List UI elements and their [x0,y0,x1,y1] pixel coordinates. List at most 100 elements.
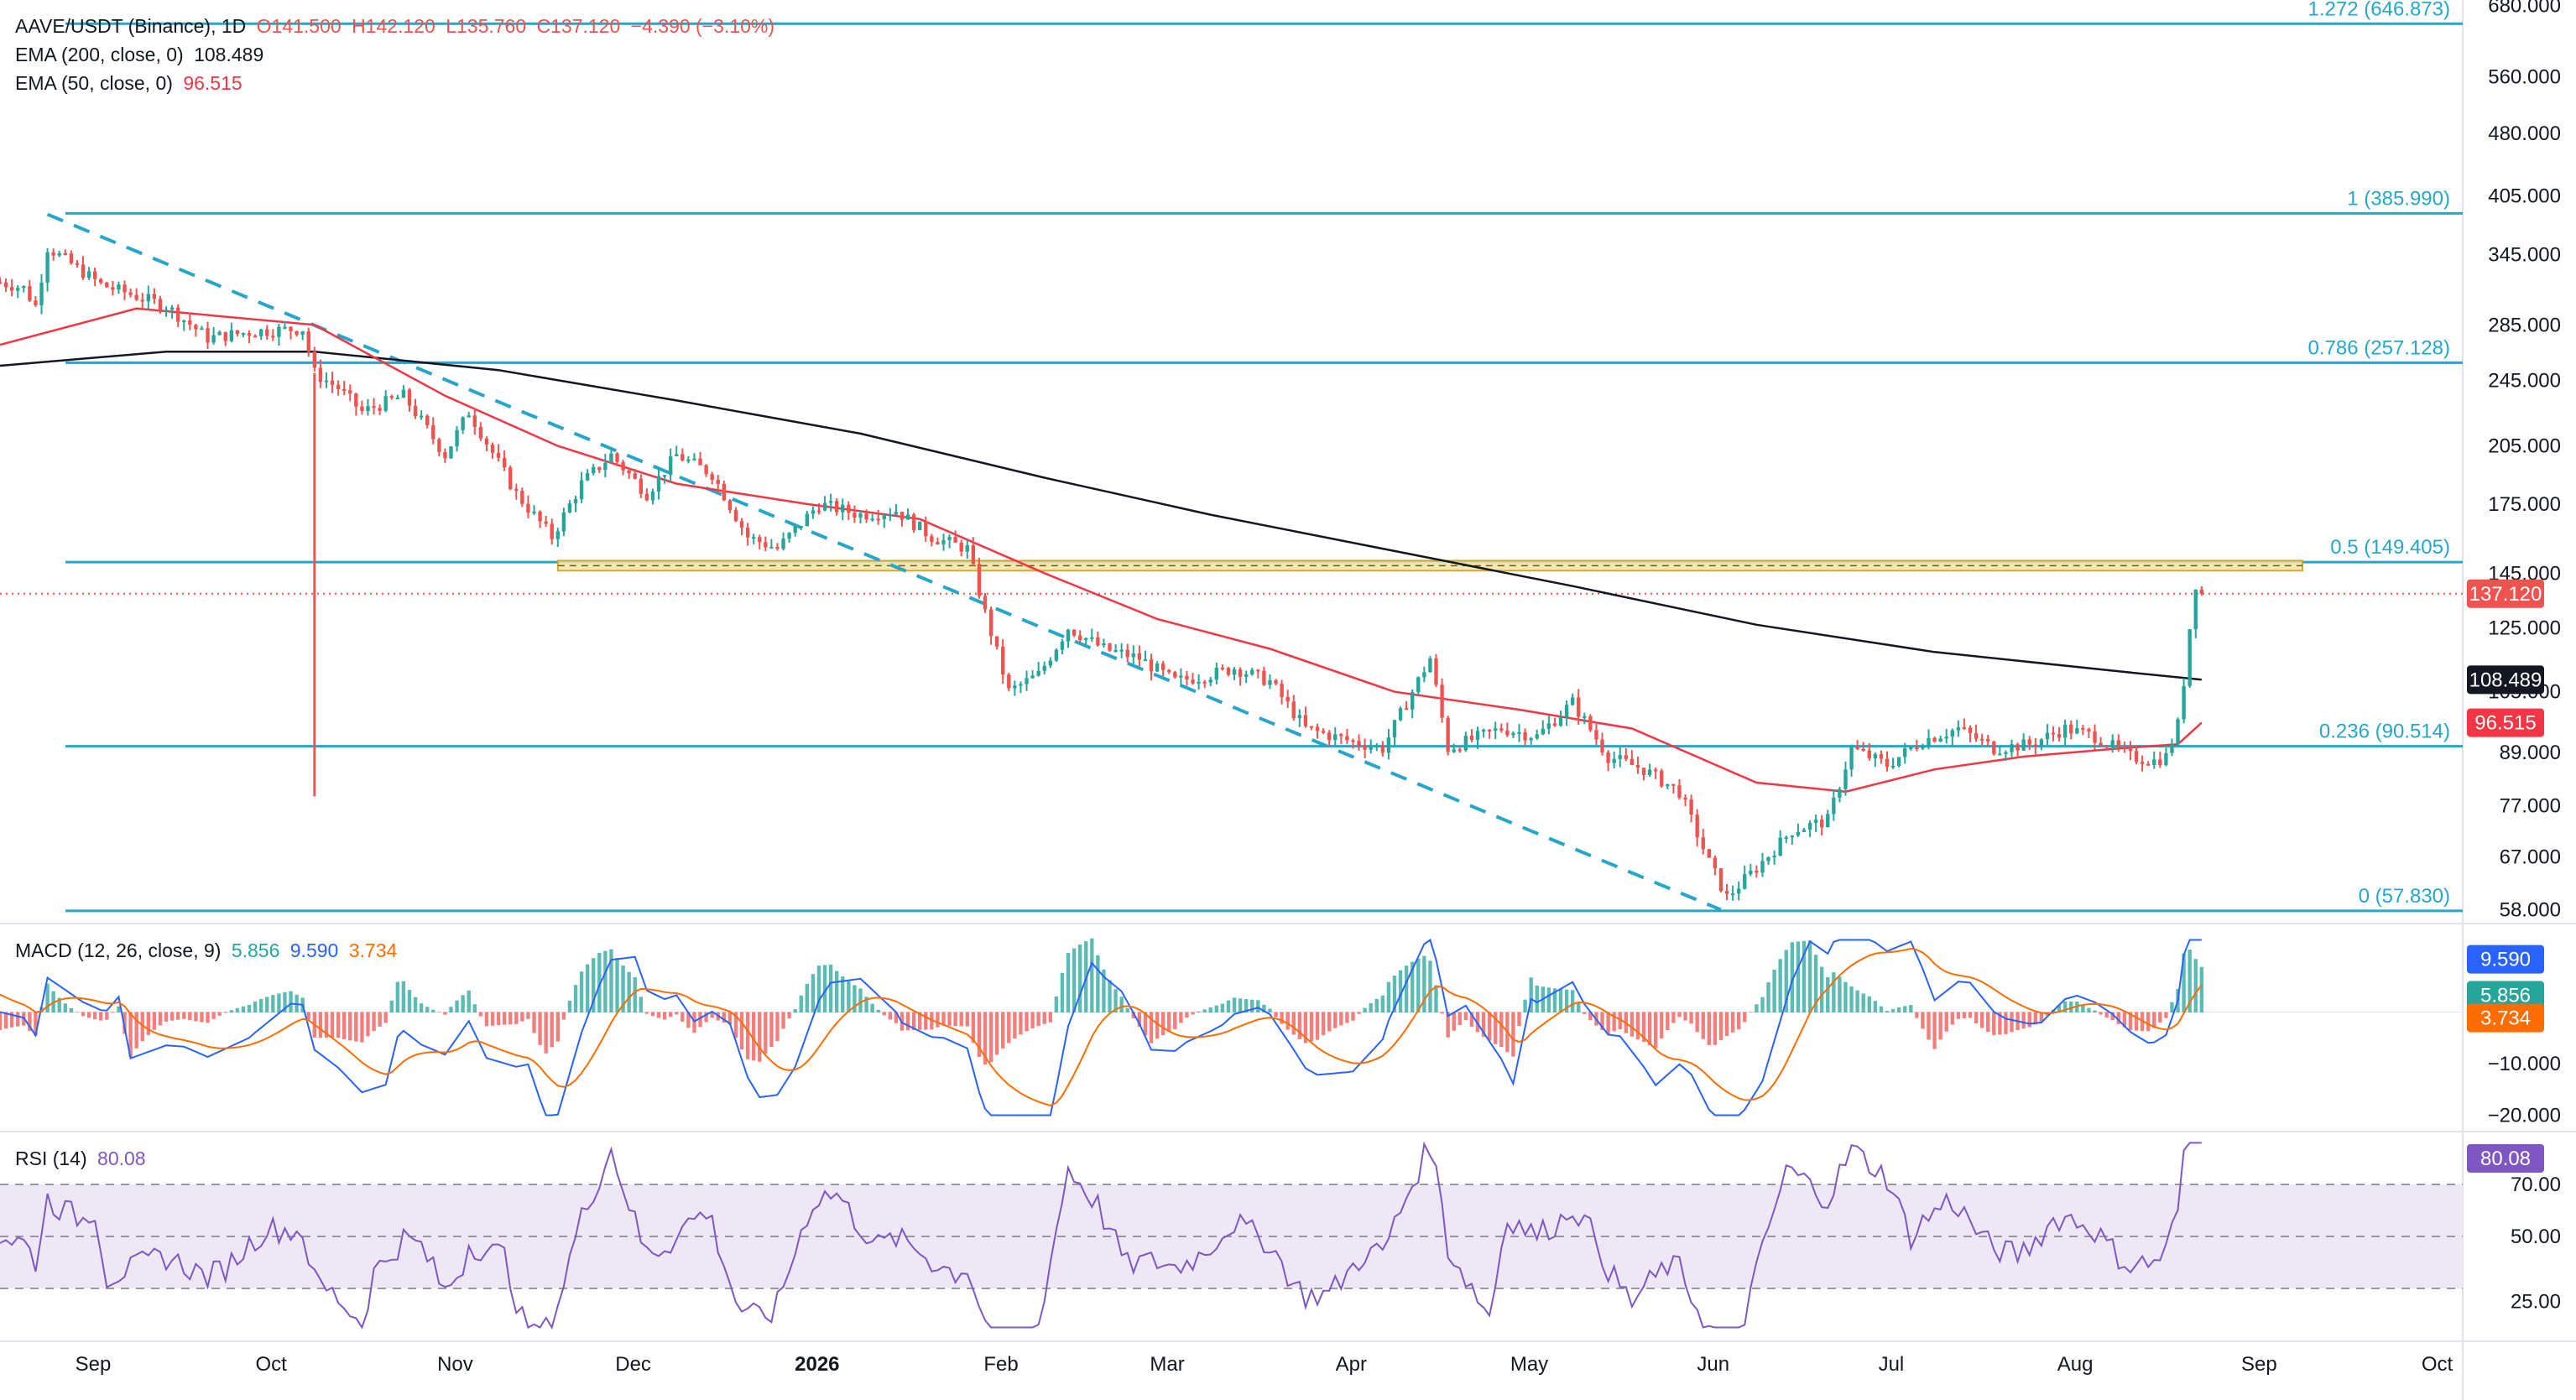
macd-histogram-bar [389,1000,394,1013]
macd-tick-label: −10.000 [2488,1053,2561,1075]
candle [1718,867,1723,893]
rsi-line [0,1141,2202,1330]
candle-body [930,536,934,543]
time-tick-label: Mar [1150,1353,1184,1376]
candle [253,334,258,338]
candle [793,525,797,537]
candle-body [1256,669,1260,672]
macd-histogram-bar [45,983,50,1013]
macd-histogram-bar [1606,1012,1610,1034]
candle [1096,631,1100,647]
macd-histogram-bar [2093,1010,2097,1013]
candle-body [1992,742,1996,754]
symbol-label[interactable]: AAVE/USDT (Binance), 1D [15,15,247,37]
macd-histogram-bar [1422,955,1426,1013]
rsi-label: RSI (14) [15,1148,87,1169]
candles [0,247,2204,901]
candle-body [2081,727,2085,730]
macd-histogram-bar [692,1012,696,1033]
macd-histogram-bar [1909,1005,1913,1013]
macd-histogram-bar [1160,1012,1165,1036]
candle-body [1007,674,1011,689]
macd-histogram-bar [2039,1012,2044,1023]
candle [1896,757,1901,768]
fib-retracement[interactable]: 1.272 (646.873) 1 (385.990) 0.786 (257.128… [65,0,2463,913]
candle [258,328,263,341]
candle [858,510,863,523]
candle-body [959,542,963,552]
candle [1077,630,1082,643]
macd-histogram-bar [508,1012,513,1025]
macd-histogram-bar [1446,1012,1450,1038]
macd-legend[interactable]: MACD (12, 26, close, 9) 5.856 9.590 3.73… [15,939,402,962]
macd-histogram-bar [1327,1012,1332,1032]
macd-histogram-bar [1666,1012,1670,1031]
price-axis[interactable]: 680.000 560.000 480.000 405.000 345.000 285.0… [2488,0,2561,1314]
candle [1084,637,1088,646]
candle [1285,690,1290,708]
candle-body [1890,765,1895,768]
candle [2152,751,2156,769]
time-axis[interactable]: Sep Oct Nov Dec 2026 Feb Mar Apr May Jun Jul Aug Sep… [76,1353,2453,1376]
macd-histogram-bar [1357,1012,1361,1014]
macd-histogram-bar [597,952,602,1013]
candle [1250,668,1254,676]
candle [300,330,305,341]
ema50-legend[interactable]: EMA (50, close, 0) 96.515 [15,72,248,95]
candle [1072,629,1077,638]
candle [1879,750,1884,764]
macd-tick-label: −20.000 [2488,1105,2561,1127]
candle-body [2039,739,2044,747]
candle [573,495,578,513]
macd-histogram-bar [911,1012,916,1031]
macd-histogram-bar [188,1012,192,1021]
candle [2104,744,2109,750]
candle [2081,725,2085,736]
candle [34,296,38,307]
macd-histogram-bar [1683,1012,1687,1021]
macd-histogram-bar [484,1012,489,1027]
candle-body [1357,741,1361,747]
candle [1155,661,1160,673]
macd-histogram-bar [455,1000,459,1013]
candle [123,280,127,300]
macd-histogram-bar [1185,1012,1189,1017]
candle-body [733,510,738,522]
candle-body [1102,643,1106,646]
macd-histogram-bar [1202,1009,1207,1013]
rsi-legend[interactable]: RSI (14) 80.08 [15,1148,151,1170]
ema200-legend[interactable]: EMA (200, close, 0) 108.489 [15,44,269,66]
macd-histogram-bar [751,1012,756,1061]
candle-body [858,513,863,518]
ema-lines [0,307,2203,794]
candle-body [1552,723,1557,726]
candle-body [45,252,50,283]
candle [2193,589,2198,638]
candle [698,451,702,466]
macd-histogram-bar [1517,1012,1521,1027]
macd-histogram-bar [1535,985,1539,1013]
candle-body [86,271,91,278]
candle-body [1968,727,1973,734]
macd-histogram-bar [1730,1012,1735,1033]
macd-histogram-bar [633,977,637,1013]
candle-body [2010,744,2014,752]
candle [336,380,341,396]
resistance-zone[interactable] [0,559,2463,595]
candle-body [1280,684,1284,697]
macd-histogram-bar [164,1012,169,1022]
rsi-badge: 80.08 [2467,1144,2544,1173]
candle-body [1736,888,1741,894]
candle [550,518,554,545]
candle-body [781,539,785,549]
candle [2146,761,2151,766]
candle-body [1244,674,1249,677]
macd-histogram-bar [1149,1012,1154,1043]
macd-histogram-bar [1398,970,1403,1013]
candle [1220,664,1225,671]
macd-histogram-bar [2069,1001,2073,1013]
candle [28,279,32,303]
candle-body [1813,820,1818,824]
